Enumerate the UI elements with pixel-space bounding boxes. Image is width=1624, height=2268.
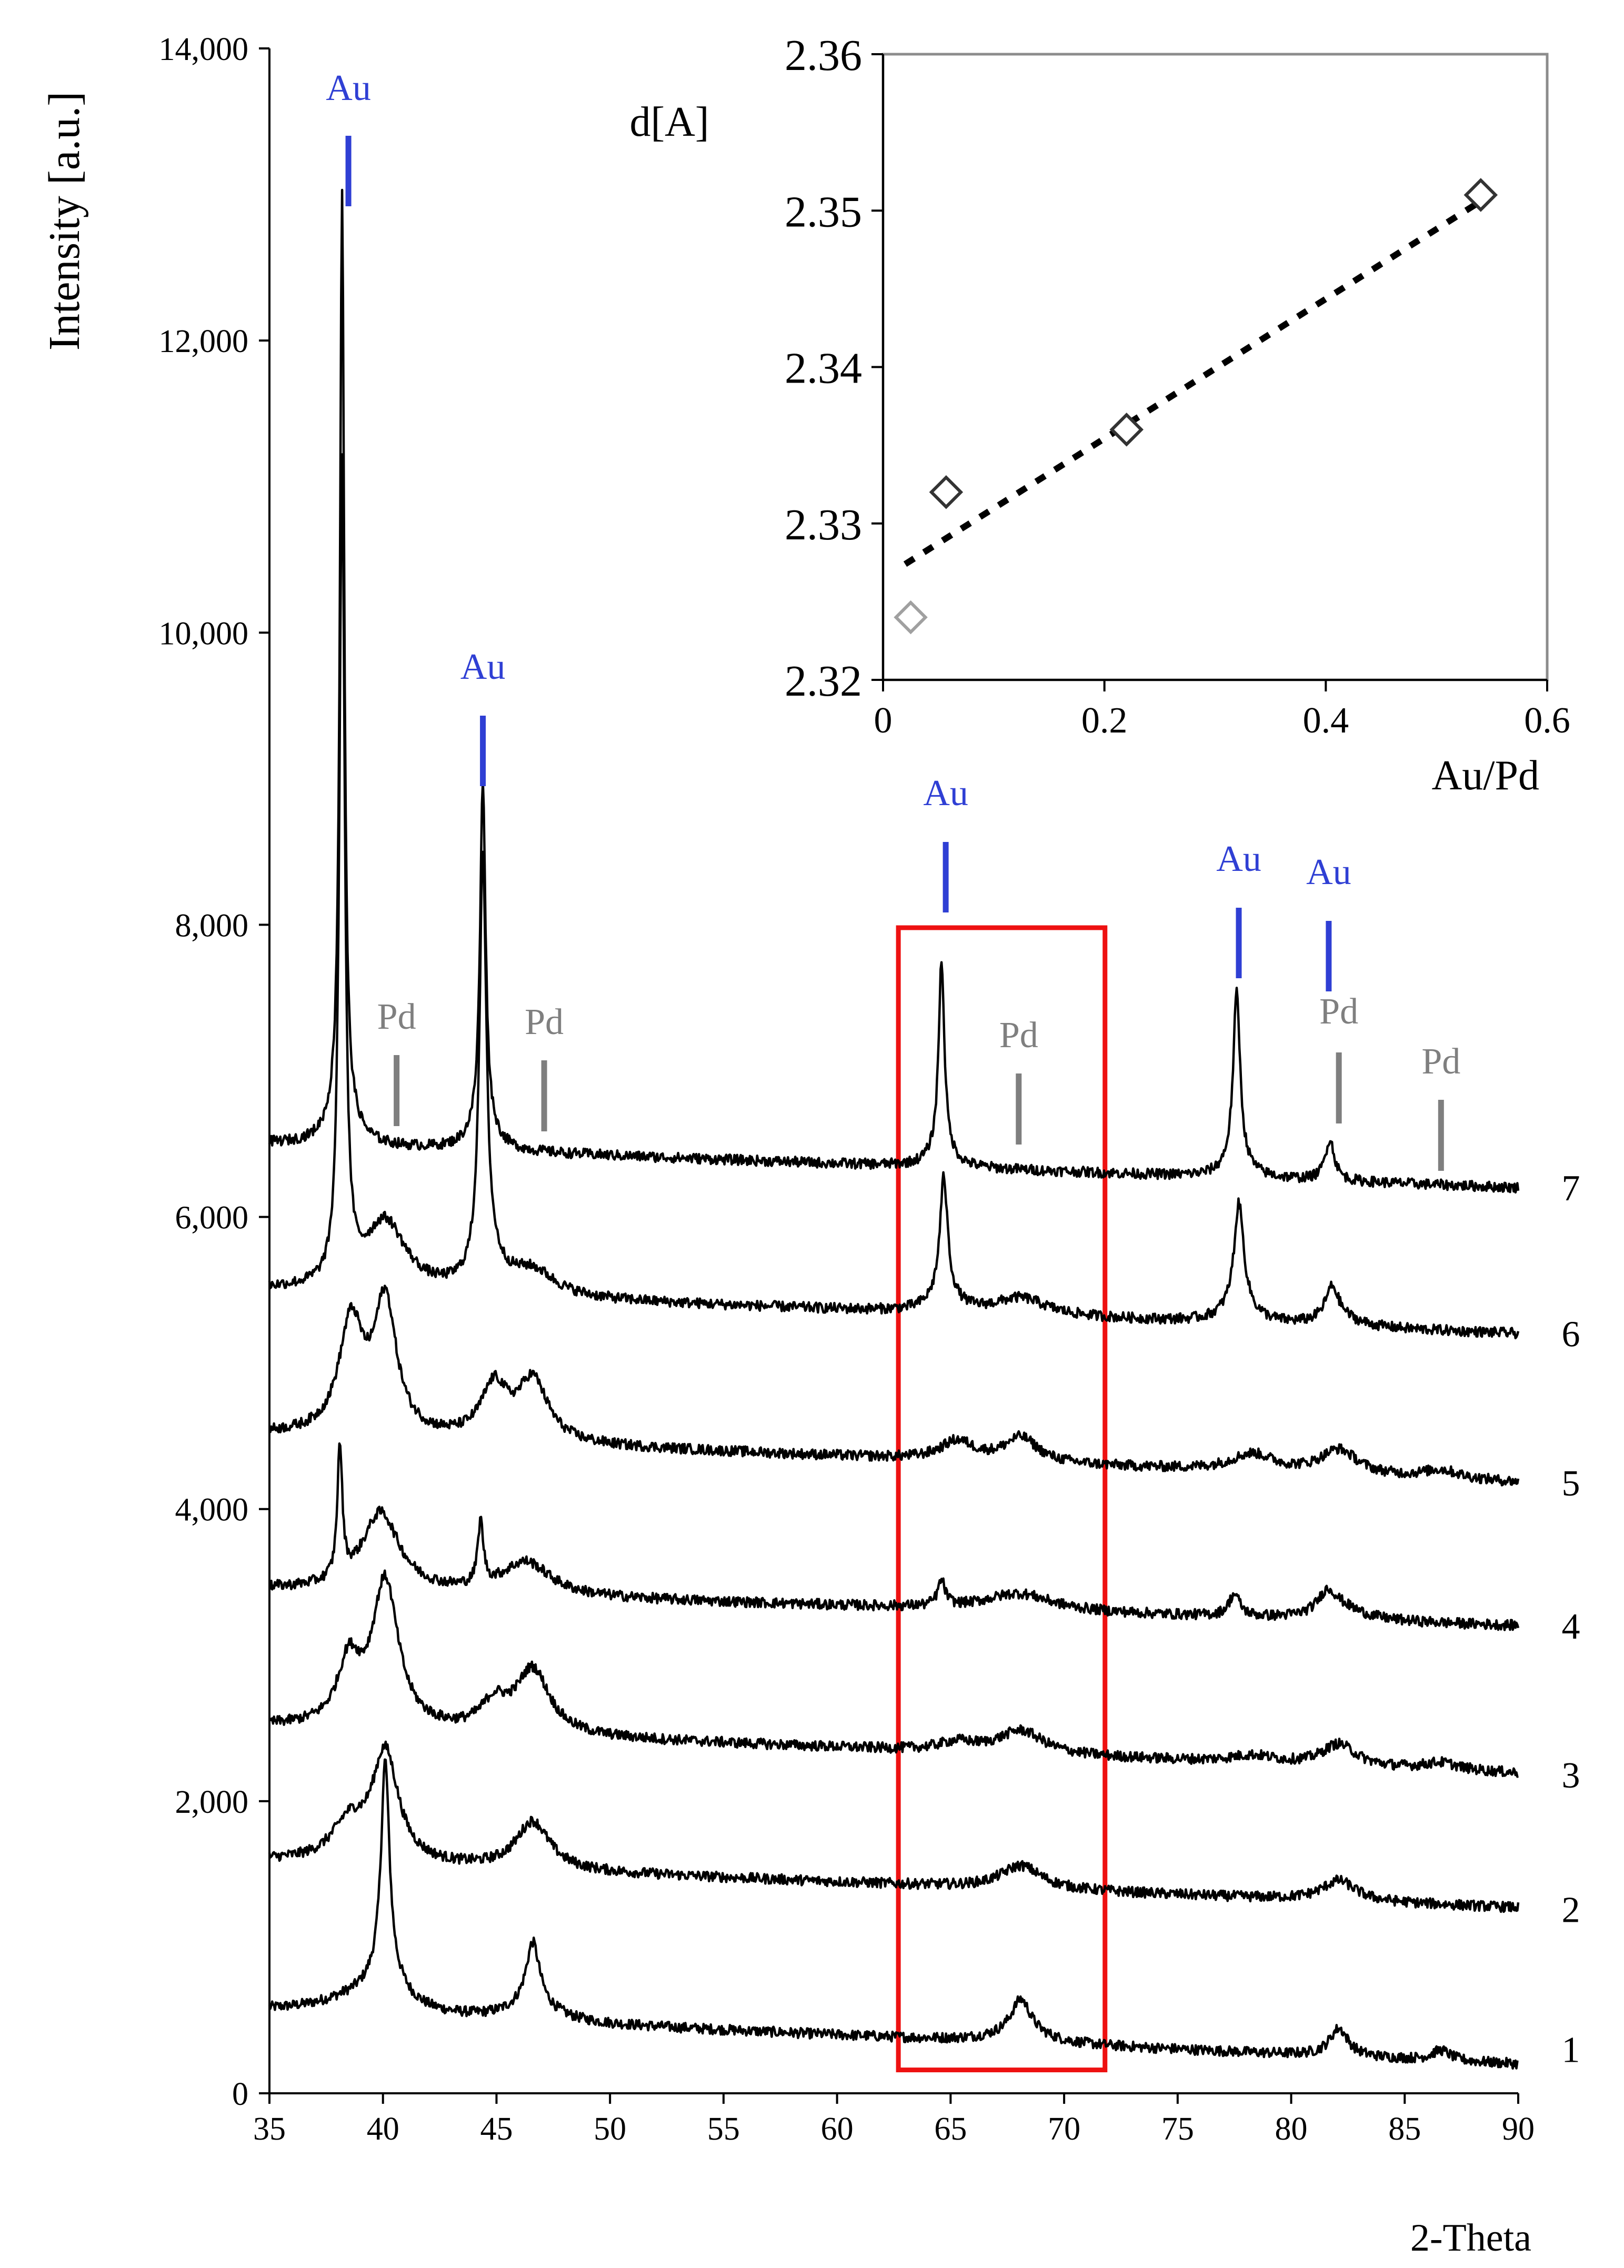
y-tick-label: 8,000 xyxy=(175,908,249,944)
x-tick-label: 60 xyxy=(821,2111,854,2147)
au-peak-label: Au xyxy=(923,773,968,814)
x-tick-label: 65 xyxy=(934,2111,967,2147)
x-tick-label: 45 xyxy=(480,2111,513,2147)
x-tick-label: 80 xyxy=(1275,2111,1308,2147)
inset-points xyxy=(894,178,1498,635)
inset-axes xyxy=(871,53,1549,691)
y-tick-label: 2,000 xyxy=(175,1784,249,1820)
x-tick-label: 35 xyxy=(253,2111,286,2147)
pd-peak-label: Pd xyxy=(377,997,416,1037)
y-tick-label: 6,000 xyxy=(175,1200,249,1236)
x-tick-label: 55 xyxy=(707,2111,740,2147)
x-tick-label: 90 xyxy=(1502,2111,1535,2147)
main-tick-labels: 35 40 45 50 55 60 65 70 75 80 85 9002,0004,0006,000… xyxy=(159,32,1580,2147)
inset-y-tick-label: 2.36 xyxy=(785,31,862,80)
curve-label-7: 7 xyxy=(1562,1168,1580,1209)
xrd-curve-2 xyxy=(268,1740,1520,1913)
main-axes xyxy=(259,47,1519,2104)
inset-plot: 2.32 2.33 2.34 2.35 2.36 0 0.2 0.4 0.6 d[A] Au/P… xyxy=(629,31,1570,799)
highlight-box-group xyxy=(896,925,1108,2073)
inset-tick-labels: 2.32 2.33 2.34 2.35 2.36 0 0.2 0.4 0.6 xyxy=(785,31,1570,741)
xrd-curve-3 xyxy=(268,1569,1519,1778)
pd-peak-label: Pd xyxy=(525,1002,564,1042)
pd-peak-label: Pd xyxy=(1421,1041,1460,1082)
xrd-curve-6 xyxy=(268,453,1520,1340)
xrd-curve-5 xyxy=(268,1284,1520,1487)
y-tick-label: 10,000 xyxy=(159,616,249,651)
inset-data-point xyxy=(1463,178,1498,212)
inset-data-point xyxy=(894,600,928,635)
curve-label-5: 5 xyxy=(1562,1463,1580,1504)
inset-y-tick-label: 2.34 xyxy=(785,344,862,393)
inset-y-tick-label: 2.35 xyxy=(785,187,862,236)
inset-data-point xyxy=(1109,413,1144,447)
y-tick-label: 14,000 xyxy=(159,32,249,67)
curve-label-1: 1 xyxy=(1562,2030,1580,2071)
xrd-curve-7 xyxy=(268,188,1520,1194)
inset-y-tick-label: 2.33 xyxy=(785,500,862,549)
au-peak-label: Au xyxy=(326,68,371,108)
xrd-curves xyxy=(268,188,1520,2070)
inset-x-tick-label: 0.4 xyxy=(1303,700,1349,741)
curve-label-3: 3 xyxy=(1562,1755,1580,1796)
x-tick-label: 75 xyxy=(1161,2111,1194,2147)
inset-x-axis-title: Au/Pd xyxy=(1432,752,1540,799)
inset-data-point xyxy=(929,475,964,509)
highlight-box xyxy=(896,925,1108,2073)
xrd-curve-1 xyxy=(268,1758,1519,2070)
au-peak-label: Au xyxy=(1216,839,1261,879)
curve-label-6: 6 xyxy=(1562,1314,1580,1355)
y-tick-label: 12,000 xyxy=(159,324,249,359)
inset-x-tick-label: 0 xyxy=(874,700,893,741)
y-tick-label: 4,000 xyxy=(175,1492,249,1528)
x-axis-title: 2-Theta xyxy=(1410,2216,1531,2260)
inset-y-tick-label: 2.32 xyxy=(785,657,862,706)
x-tick-label: 70 xyxy=(1048,2111,1080,2147)
inset-x-tick-label: 0.6 xyxy=(1524,700,1570,741)
peak-markers: Au Au Au Au Au Pd Pd Pd Pd Pd xyxy=(326,68,1460,1171)
au-peak-label: Au xyxy=(1306,852,1351,892)
inset-trendline-line xyxy=(903,198,1483,567)
x-tick-label: 50 xyxy=(594,2111,626,2147)
inset-x-tick-label: 0.2 xyxy=(1081,700,1128,741)
x-tick-label: 85 xyxy=(1388,2111,1421,2147)
xrd-curve-4 xyxy=(269,1442,1520,1631)
x-tick-label: 40 xyxy=(367,2111,399,2147)
au-peak-label: Au xyxy=(460,647,506,687)
pd-peak-label: Pd xyxy=(1319,991,1358,1032)
pd-peak-label: Pd xyxy=(999,1015,1038,1056)
curve-label-2: 2 xyxy=(1562,1890,1580,1930)
y-tick-label: 0 xyxy=(232,2076,248,2112)
y-axis-title: Intensity [a.u.] xyxy=(40,92,89,350)
inset-y-axis-title: d[A] xyxy=(629,99,709,145)
curve-label-4: 4 xyxy=(1562,1607,1580,1647)
inset-trendline xyxy=(903,198,1483,567)
